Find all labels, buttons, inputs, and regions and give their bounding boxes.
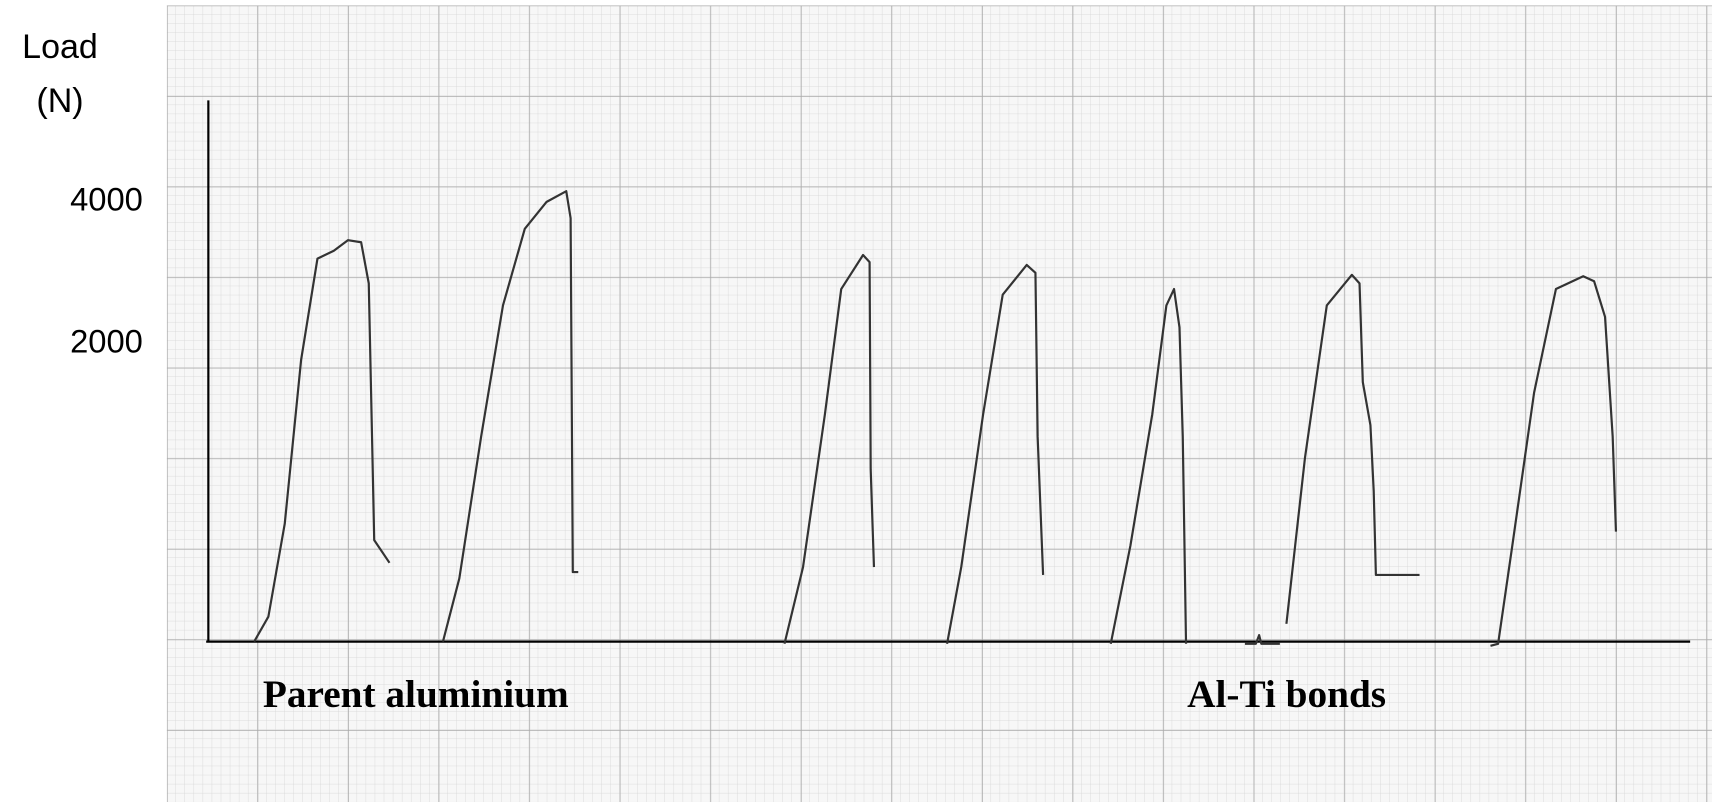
trace [253, 239, 391, 643]
trace [1244, 273, 1420, 645]
trace [1109, 287, 1188, 644]
trace [783, 253, 876, 645]
trace [1490, 275, 1618, 647]
annotation: Al-Ti bonds [1187, 673, 1386, 716]
annotation: Parent aluminium [263, 673, 569, 716]
trace [441, 190, 579, 642]
y-tick-label: 2000 [70, 322, 143, 359]
trace [945, 263, 1045, 644]
y-axis-label: Load (N) [22, 28, 98, 120]
graph-paper-major [166, 5, 1712, 802]
y-tick-label: 4000 [70, 180, 143, 217]
